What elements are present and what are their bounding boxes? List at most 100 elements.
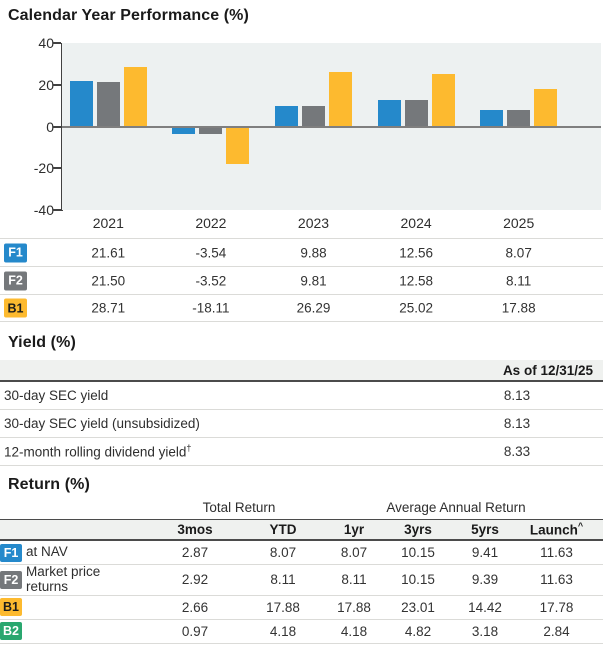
y-tick-label: -20 [33,160,54,177]
return-value: 8.07 [269,545,297,560]
series-badge-F2: F2 [0,570,22,589]
footnote-marker: ^ [577,521,584,532]
bar-F2-2024 [404,100,428,127]
y-tick-label: 40 [38,35,54,51]
yield-row-label: 30-day SEC yield [4,388,109,403]
calendar-value: -3.54 [195,245,227,260]
return-value: 9.41 [471,545,499,560]
calendar-value: 25.02 [399,300,433,316]
return-value: 4.82 [404,623,432,639]
x-axis-label-2024: 2024 [400,215,432,231]
return-value: 17.88 [337,599,371,615]
bar-F2-2022 [199,126,223,134]
bar-B1-2021 [123,66,147,127]
bar-F1-2024 [377,100,401,127]
return-group-headers: Total Return Average Annual Return [0,498,603,519]
badge-cell: B2 [0,622,26,641]
x-axis-label-2025: 2025 [503,215,535,231]
yield-row-label: 12-month rolling dividend yield† [4,443,192,460]
x-axis-label-2022: 2022 [195,215,227,231]
series-badge-F1: F1 [0,543,22,562]
calendar-value: 9.81 [300,273,327,288]
return-value: 11.63 [540,572,573,588]
x-axis-label-2023: 2023 [297,215,330,231]
calendar-table-row-F2: F2 21.50 -3.52 9.81 12.58 8.11 [0,266,603,294]
return-table-row-B2: B2 0.97 4.18 4.18 4.82 3.18 2.84 [0,620,603,644]
calendar-value: 8.11 [506,273,532,288]
return-value: 8.11 [341,572,367,588]
return-value: 17.88 [266,599,300,615]
return-column-header-3yrs: 3yrs [404,522,432,537]
y-tick-mark [53,42,61,44]
calendar-value: -18.11 [192,300,230,316]
return-value: 23.01 [401,599,435,615]
return-title: Return (%) [8,476,90,493]
y-tick-label: 20 [38,76,54,93]
yield-title: Yield (%) [8,334,76,351]
y-tick-mark [53,209,61,211]
return-value: 2.87 [181,545,209,560]
badge-cell: F1 [0,543,26,562]
return-value: 17.78 [539,599,574,615]
calendar-value: 9.88 [300,245,327,260]
bar-F2-2023 [302,106,325,127]
y-tick-label: 0 [46,118,54,135]
return-value: 4.18 [340,623,368,639]
bar-B1-2023 [329,71,352,127]
zero-axis-line [62,125,601,128]
return-value: 9.39 [471,572,499,588]
series-badge-B2: B2 [0,622,22,641]
yield-row-value: 8.33 [503,444,531,459]
return-value: 4.18 [269,623,297,639]
y-tick-mark [53,167,61,170]
return-column-header-launch: Launch^ [529,521,584,538]
yield-table-row: 30-day SEC yield 8.13 [0,382,603,410]
bar-B1-2022 [226,126,250,165]
calendar-value: 28.71 [91,300,126,316]
series-badge-B1: B1 [0,598,22,617]
y-tick-mark [53,125,61,128]
y-tick-label: -40 [33,202,54,218]
bar-F2-2021 [96,81,120,127]
return-column-header-3mos: 3mos [177,522,213,537]
calendar-value: 8.07 [505,245,532,260]
yield-table-body: 30-day SEC yield 8.13 30-day SEC yield (un… [0,382,603,466]
bar-F1-2021 [69,81,93,127]
return-value: 2.92 [181,572,209,588]
badge-cell: F2 [0,570,26,589]
return-group-header: Average Annual Return [386,500,526,515]
return-table-body: F1 at NAV 2.87 8.07 8.07 10.15 9.41 11.63 F2 Mark… [0,541,603,644]
as-of-date-label: As of 12/31/25 [502,362,593,378]
x-axis-label-2021: 2021 [92,215,124,231]
return-table-row-F2: F2 Market price returns 2.92 8.11 8.11 10.15 9… [0,564,603,596]
calendar-performance-title: Calendar Year Performance (%) [8,7,249,24]
series-badge-F2: F2 [4,271,27,290]
series-badge-F1: F1 [4,243,27,262]
yield-section: Yield (%) As of 12/31/25 30-day SEC yiel… [0,334,603,466]
badge-cell: B1 [0,598,26,617]
calendar-chart-plot [62,43,601,210]
calendar-value: 17.88 [501,300,536,316]
return-table-row-B1: B1 2.66 17.88 17.88 23.01 14.42 17.78 [0,596,603,620]
calendar-value: 21.50 [91,273,126,288]
return-value: 2.84 [543,623,570,639]
return-value: 8.11 [270,572,296,588]
return-column-header-1yr: 1yr [343,522,365,537]
yield-row-label: 30-day SEC yield (unsubsidized) [4,416,200,431]
return-value: 8.07 [340,545,368,560]
bar-F1-2022 [172,126,196,134]
return-value: 10.15 [401,572,435,588]
calendar-value: 12.58 [399,273,433,288]
return-value: 14.42 [468,599,502,615]
return-value: 11.63 [540,545,573,560]
return-value: 2.66 [181,599,209,615]
calendar-year-performance-section: Calendar Year Performance (%) 40 20 0 -20 -4… [0,0,603,238]
calendar-value: 12.56 [399,245,433,260]
calendar-value: 21.61 [91,245,126,260]
calendar-table-row-F1: F1 21.61 -3.54 9.88 12.56 8.07 [0,238,603,266]
footnote-marker: † [186,443,192,454]
y-tick-mark [53,83,61,86]
bar-F2-2025 [507,109,531,127]
return-row-label: Market price returns [26,564,101,594]
